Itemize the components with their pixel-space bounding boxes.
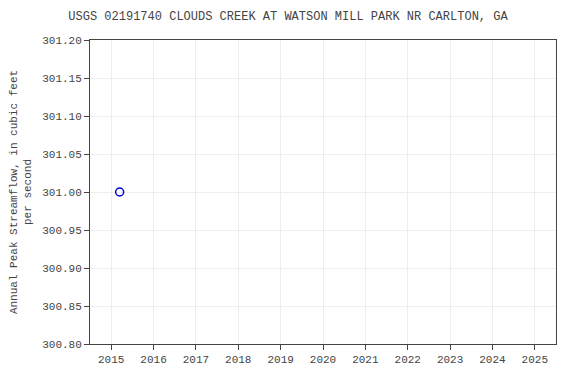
svg-text:300.85: 300.85: [42, 301, 82, 313]
svg-text:2019: 2019: [267, 354, 293, 366]
svg-text:301.10: 301.10: [42, 111, 82, 123]
svg-text:2025: 2025: [522, 354, 548, 366]
svg-text:Annual Peak Streamflow, in cub: Annual Peak Streamflow, in cubic feetper…: [8, 70, 34, 314]
svg-text:2022: 2022: [395, 354, 421, 366]
svg-text:2018: 2018: [225, 354, 251, 366]
svg-text:2017: 2017: [183, 354, 209, 366]
svg-text:2023: 2023: [437, 354, 463, 366]
svg-text:301.15: 301.15: [42, 73, 82, 85]
svg-text:2021: 2021: [352, 354, 379, 366]
svg-text:2024: 2024: [479, 354, 506, 366]
svg-text:2020: 2020: [310, 354, 336, 366]
svg-text:2016: 2016: [140, 354, 166, 366]
svg-text:2015: 2015: [98, 354, 124, 366]
svg-text:USGS 02191740 CLOUDS CREEK AT: USGS 02191740 CLOUDS CREEK AT WATSON MIL…: [68, 10, 508, 24]
svg-text:300.90: 300.90: [42, 263, 82, 275]
svg-text:300.95: 300.95: [42, 225, 82, 237]
svg-text:300.80: 300.80: [42, 339, 82, 351]
svg-text:301.20: 301.20: [42, 35, 82, 47]
svg-text:301.00: 301.00: [42, 187, 82, 199]
svg-text:301.05: 301.05: [42, 149, 82, 161]
